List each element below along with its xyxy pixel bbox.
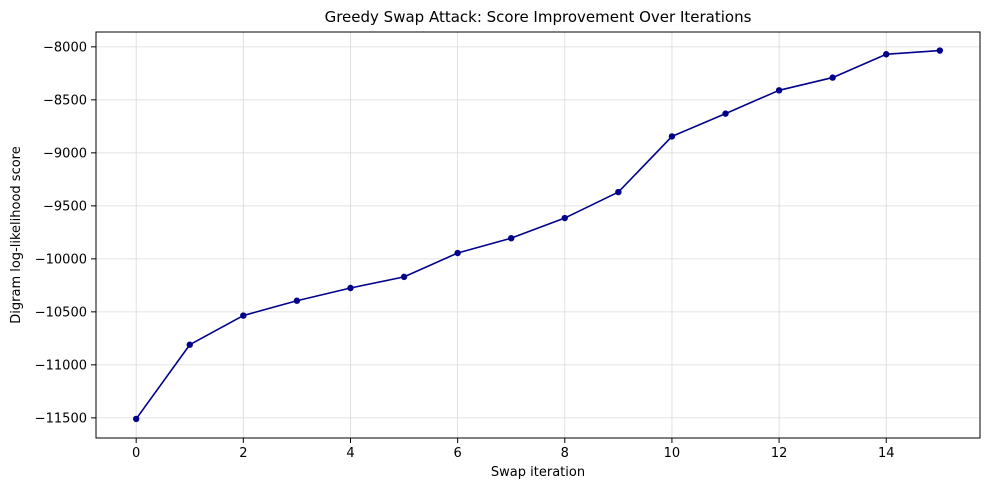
- data-point: [775, 87, 783, 94]
- data-point: [668, 133, 676, 140]
- data-point: [936, 47, 944, 54]
- y-tick-label: −11000: [35, 358, 87, 373]
- data-point: [240, 312, 247, 319]
- y-tick-label: −10000: [35, 252, 87, 267]
- data-point: [454, 249, 461, 257]
- y-axis-ticks: −11500 −11000 −10500 −10000 −9500 −9000 −8500 −…: [35, 40, 96, 426]
- y-tick-label: −11500: [35, 411, 87, 426]
- data-point: [883, 51, 890, 58]
- data-point: [186, 341, 193, 348]
- plot-frame: [95, 31, 981, 439]
- y-tick-label: −10500: [35, 305, 87, 320]
- x-tick-label: 4: [346, 446, 354, 461]
- x-tick-label: 0: [132, 446, 140, 461]
- x-tick-label: 10: [664, 446, 681, 461]
- y-tick-label: −8500: [43, 93, 87, 108]
- x-tick-label: 8: [561, 446, 569, 461]
- data-point: [347, 284, 354, 292]
- series-line: [135, 49, 940, 420]
- grid: [96, 32, 980, 438]
- x-tick-label: 6: [453, 446, 461, 461]
- x-tick-label: 14: [878, 446, 895, 461]
- series-layer: [132, 47, 944, 423]
- data-point: [293, 297, 301, 304]
- y-axis-title: Digram log-likelihood score: [9, 146, 24, 323]
- y-tick-label: −9000: [43, 146, 87, 161]
- y-tick-label: −8000: [43, 40, 87, 55]
- data-point: [400, 273, 408, 281]
- x-tick-label: 2: [239, 446, 247, 461]
- x-axis-title: Swap iteration: [491, 465, 585, 480]
- chart-title: Greedy Swap Attack: Score Improvement Ov…: [325, 8, 752, 26]
- data-point: [829, 74, 836, 81]
- y-tick-label: −9500: [43, 199, 87, 214]
- data-point: [615, 188, 622, 196]
- data-point: [132, 415, 140, 423]
- data-point: [561, 214, 568, 222]
- data-point: [722, 110, 729, 117]
- x-axis-ticks: 0 2 4 6 8 10 12 14: [132, 438, 895, 461]
- x-tick-label: 12: [771, 446, 788, 461]
- data-point: [508, 234, 515, 242]
